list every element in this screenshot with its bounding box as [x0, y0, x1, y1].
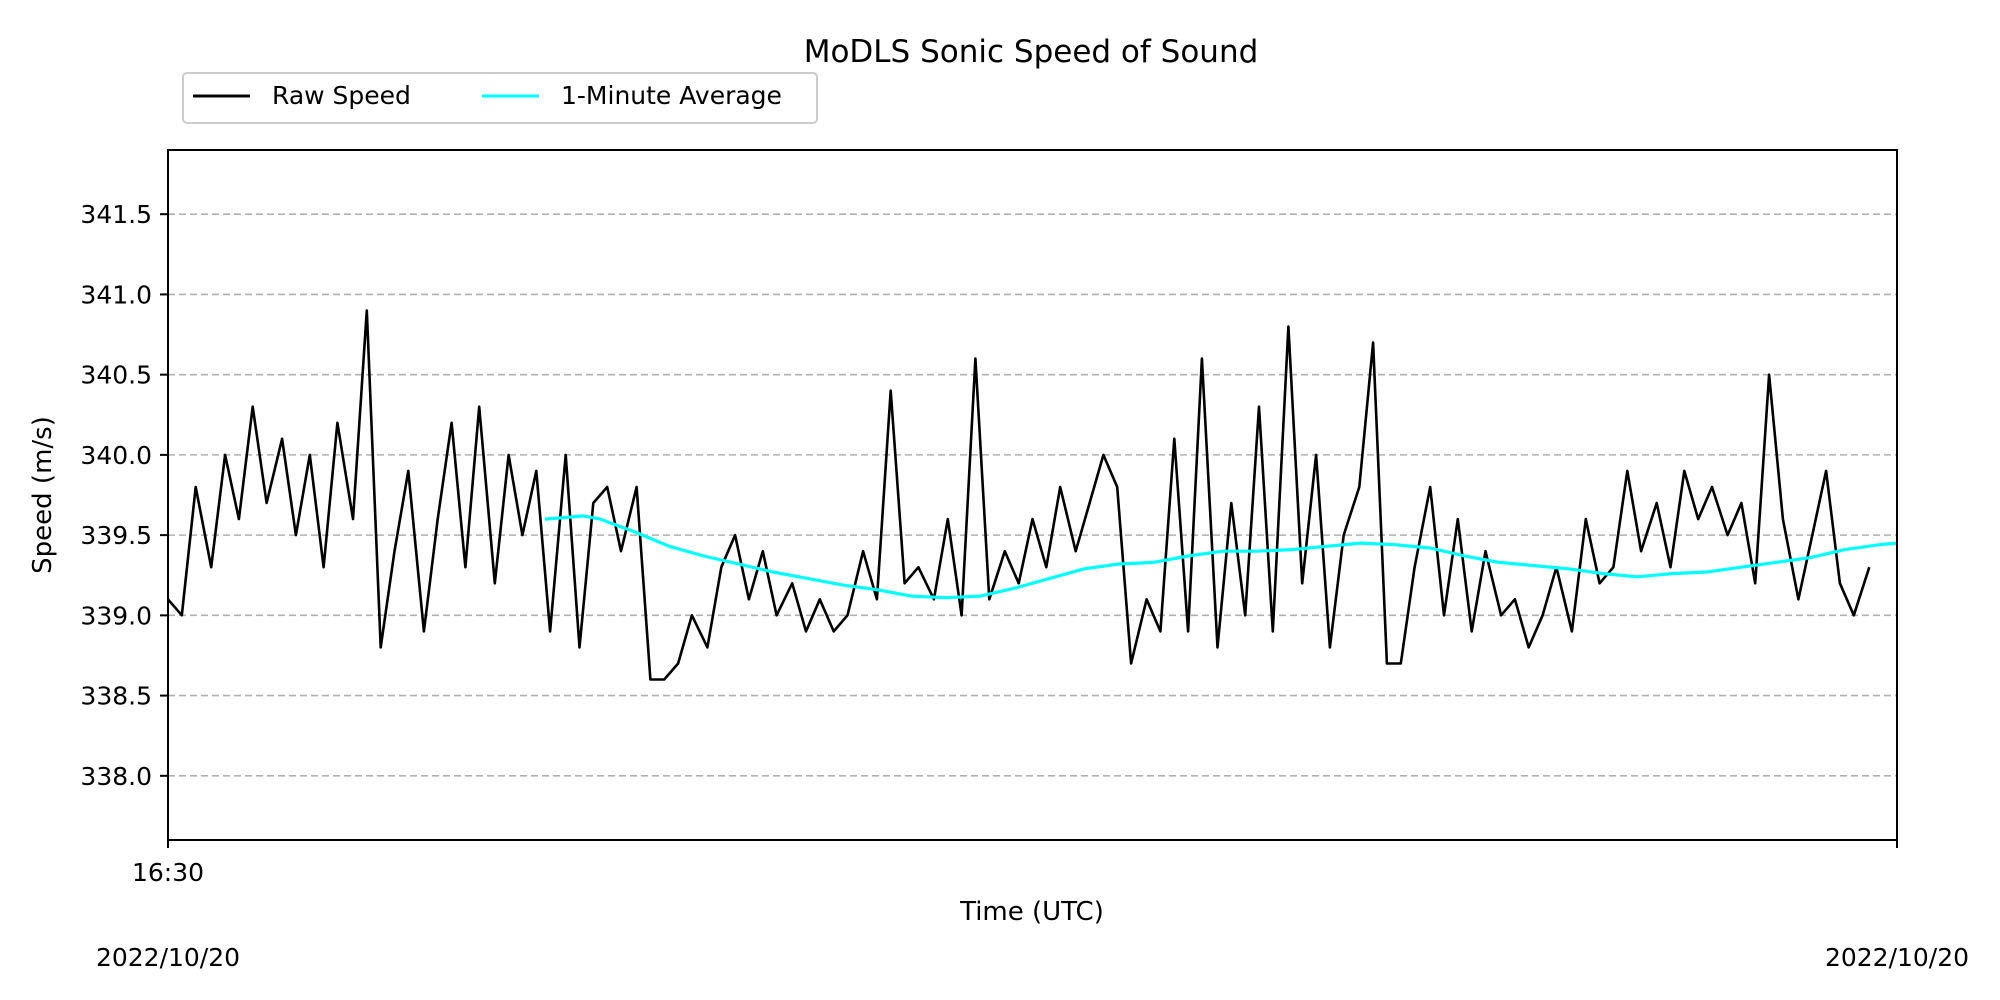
series-line-raw-speed: [167, 309, 1871, 681]
legend-box: [182, 72, 818, 124]
y-tick-label: 338.5: [80, 682, 152, 711]
x-axis-label: Time (UTC): [959, 897, 1104, 927]
y-gridlines: [168, 213, 1897, 777]
y-tick-label: 339.0: [80, 601, 152, 630]
chart-title: MoDLS Sonic Speed of Sound: [804, 34, 1259, 70]
y-tick-label: 340.0: [80, 441, 152, 470]
y-tick-label: 340.5: [80, 361, 152, 390]
y-tick-label: 341.5: [80, 200, 152, 229]
y-tick-label: 339.5: [80, 521, 152, 550]
y-axis-ticks: 338.0 338.5 339.0 339.5 340.0 340.5 341.0 341.5: [80, 200, 168, 791]
y-axis-label: Speed (m/s): [28, 416, 58, 574]
date-label-left: 2022/10/20: [96, 943, 240, 972]
legend-label-raw-speed: Raw Speed: [272, 81, 411, 110]
plot-area-frame: [167, 149, 1898, 841]
y-tick-label: 338.0: [80, 762, 152, 791]
series-line-1-minute-average: [544, 514, 1898, 600]
legend: Raw Speed 1-Minute Average: [182, 72, 818, 124]
series-layer: [167, 309, 1898, 681]
y-tick-label: 341.0: [80, 280, 152, 309]
legend-label-average: 1-Minute Average: [561, 81, 782, 110]
date-label-right: 2022/10/20: [1825, 943, 1969, 972]
x-tick-label-1630: 16:30: [132, 858, 204, 887]
